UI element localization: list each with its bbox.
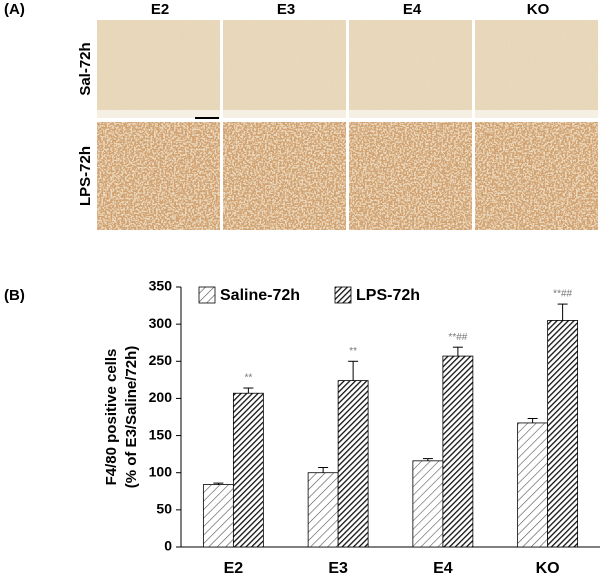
y-tick-label: 300 bbox=[149, 315, 173, 331]
x-tick-label: KO bbox=[536, 560, 560, 577]
bar bbox=[412, 460, 444, 548]
panel-label: (B) bbox=[4, 287, 25, 304]
row-label: LPS-72h bbox=[77, 146, 94, 206]
y-tick-label: 150 bbox=[149, 426, 173, 442]
bar bbox=[202, 484, 234, 548]
micrograph-texture bbox=[97, 122, 220, 230]
significance-label: **## bbox=[448, 332, 467, 343]
micrograph-texture bbox=[349, 20, 472, 118]
legend-swatch bbox=[198, 286, 216, 304]
legend-label: Saline-72h bbox=[220, 287, 300, 304]
row-label: Sal-72h bbox=[77, 42, 94, 95]
error-bar bbox=[422, 458, 433, 461]
column-label: E2 bbox=[151, 1, 169, 18]
tissue-edge bbox=[475, 110, 598, 118]
bar bbox=[307, 472, 339, 548]
micrograph-texture bbox=[223, 20, 346, 118]
error-bar bbox=[348, 360, 359, 381]
y-tick-label: 200 bbox=[149, 389, 173, 405]
bar bbox=[442, 355, 474, 548]
significance-label: **## bbox=[553, 289, 572, 300]
y-tick-label: 250 bbox=[149, 352, 173, 368]
micrograph-texture bbox=[223, 122, 346, 230]
bar bbox=[517, 422, 549, 548]
x-tick-label: E4 bbox=[433, 560, 453, 577]
x-tick-label: E2 bbox=[224, 560, 244, 577]
column-label: E4 bbox=[403, 1, 422, 18]
y-axis-label: F4/80 positive cells bbox=[103, 349, 120, 486]
bar bbox=[547, 320, 579, 548]
y-tick-label: 100 bbox=[149, 463, 173, 479]
error-bar bbox=[452, 346, 463, 357]
micrograph-texture bbox=[349, 122, 472, 230]
y-tick-label: 50 bbox=[156, 501, 172, 517]
error-bar bbox=[213, 482, 224, 485]
bar bbox=[337, 380, 369, 548]
y-axis-label: (% of E3/Saline/72h) bbox=[123, 346, 140, 489]
column-label: KO bbox=[527, 1, 550, 18]
micrograph-texture bbox=[475, 20, 598, 118]
micrograph-texture bbox=[97, 20, 220, 118]
significance-label: ** bbox=[349, 346, 357, 357]
tissue-edge bbox=[349, 110, 472, 118]
column-label: E3 bbox=[277, 1, 295, 18]
legend-label: LPS-72h bbox=[356, 287, 420, 304]
error-bar bbox=[243, 387, 254, 394]
x-tick-label: E3 bbox=[328, 560, 348, 577]
tissue-edge bbox=[223, 110, 346, 118]
y-tick-label: 350 bbox=[149, 278, 173, 294]
y-tick-label: 0 bbox=[164, 538, 172, 554]
micrograph-texture bbox=[475, 122, 598, 230]
panel-label: (A) bbox=[4, 1, 25, 18]
error-bar bbox=[557, 303, 568, 321]
error-bar bbox=[527, 417, 538, 423]
bar bbox=[232, 392, 264, 548]
legend-swatch bbox=[334, 286, 352, 304]
tissue-edge bbox=[97, 110, 220, 118]
significance-label: ** bbox=[244, 373, 252, 384]
error-bar bbox=[318, 467, 329, 473]
